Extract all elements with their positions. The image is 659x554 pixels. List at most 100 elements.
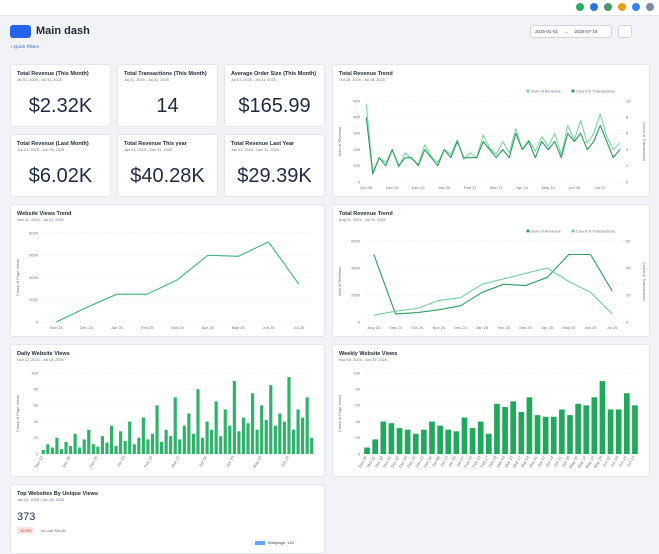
card-title: Total Revenue Last Year (231, 141, 295, 147)
icon[interactable] (590, 3, 598, 11)
chart-card: Daily Website Views Nov 12, 2024 - Jul 18… (10, 344, 325, 477)
x-tick-label: Mar 25 (171, 325, 184, 330)
bar (137, 437, 141, 454)
bar (169, 436, 173, 454)
bar (364, 447, 370, 454)
x-tick-label: Mar 25 (519, 325, 532, 330)
x-tick-label: Mar 03 (495, 454, 506, 468)
bar (429, 421, 435, 454)
bar (50, 447, 54, 454)
y2-tick-label: 8 (626, 115, 629, 120)
x-tick-label: Jun 09 (609, 454, 620, 468)
edit-button[interactable] (618, 25, 632, 38)
bar (191, 433, 196, 454)
kpi-value: $40.28K (130, 165, 205, 187)
chart-card: Weekly Website Views Nov 04, 2024 - Jun 2… (332, 344, 650, 477)
y-tick-label: 60 (356, 403, 361, 408)
top-bar (0, 0, 659, 16)
x-tick-label: May 26 (592, 454, 603, 469)
card-subtitle: Jun 01, 2025 - Jun 30, 2025 (17, 498, 65, 502)
chart-card: Website Views Trend Nov 01, 2024 - Jul 31… (10, 204, 325, 337)
bar (615, 409, 622, 454)
y2-tick-label: 0 (626, 179, 629, 184)
x-tick-label: Jul 07 (595, 185, 606, 190)
y2-tick-label: 4 (626, 147, 629, 152)
x-tick-label: Apr 05 (198, 454, 209, 467)
date-range[interactable]: 2025-01-01 → 2025-07-18 (530, 25, 612, 38)
x-tick-label: Jun 16 (617, 454, 628, 468)
bar (73, 433, 77, 454)
x-tick-label: Apr 21 (553, 454, 564, 467)
bar (591, 397, 598, 454)
chart-card: Total Revenue Trend Oct 28, 2024 - Jul 18… (332, 64, 650, 197)
legend-swatch (571, 229, 575, 233)
y2-tick-label: 40 (626, 265, 631, 270)
y2-axis-label: Count of Transactions (642, 262, 647, 301)
y-tick-label: 20 (34, 435, 39, 440)
bar (542, 416, 549, 454)
icon[interactable] (604, 3, 612, 11)
x-tick-label: Dec 30 (422, 454, 433, 468)
bar (287, 377, 291, 454)
bar (623, 393, 630, 454)
legend-label: Webpage: 142 (268, 540, 294, 545)
bar (196, 389, 200, 454)
x-tick-label: Oct 28 (360, 185, 373, 190)
bar (485, 433, 492, 454)
line-series (373, 267, 613, 316)
x-tick-label: Aug 24 (367, 325, 380, 330)
y-tick-label: 2000 (351, 292, 361, 297)
bar (282, 421, 287, 454)
y-tick-label: 0 (358, 451, 361, 456)
x-tick-label: Jun 25 (262, 325, 275, 330)
legend-swatch (526, 229, 530, 233)
x-tick-label: Nov 11 (366, 454, 377, 468)
comparison: vs Last Month (41, 528, 66, 533)
icon[interactable] (632, 3, 640, 11)
x-tick-label: Mar 17 (512, 454, 523, 468)
quick-filters[interactable]: + Quick Filters (10, 44, 39, 49)
y-tick-label: 6000 (351, 238, 361, 243)
x-tick-label: Nov 25 (386, 185, 399, 190)
bar (228, 425, 232, 454)
bar (607, 409, 614, 454)
x-tick-label: Nov 24 (50, 325, 63, 330)
bar (404, 429, 411, 454)
card-title: Total Revenue This year (124, 141, 187, 147)
y-axis-label: Sum of Revenue (337, 126, 342, 157)
dashboard-menu[interactable] (10, 25, 31, 38)
kpi-value: 373 (17, 511, 36, 523)
legend-swatch (255, 541, 265, 545)
icon[interactable] (576, 3, 584, 11)
bar (278, 413, 282, 454)
legend-label: Sum of Revenue (531, 88, 562, 93)
y-axis-label: Count of Page Views (337, 395, 342, 432)
legend-label: Count of Transactions (576, 88, 615, 93)
bar (372, 439, 379, 454)
x-tick-label: Jan 20 (438, 185, 451, 190)
bar (273, 425, 277, 454)
bar (559, 409, 565, 454)
chart-card: Total Revenue Trend Aug 01, 2024 - Jul 31… (332, 204, 650, 337)
bar (96, 446, 100, 454)
bar (550, 416, 557, 454)
x-tick-label: Feb 17 (464, 185, 477, 190)
bar (46, 444, 50, 454)
x-tick-label: Feb 25 (498, 325, 511, 330)
kpi-card: Total Revenue This year Jan 01, 2025 - De… (117, 134, 218, 197)
x-tick-label: Dec 24 (80, 325, 93, 330)
x-tick-label: Apr 28 (561, 454, 572, 467)
bar (518, 411, 525, 454)
bar (114, 445, 118, 454)
chart: 0 2000 4000 6000 0 20 40 60 Aug 24 Sep 24 Oct 24 No… (337, 228, 647, 330)
avatar[interactable] (646, 3, 654, 11)
y-axis-label: Count of Page Views (15, 259, 20, 296)
x-tick-label: Jan 25 (476, 325, 489, 330)
x-tick-label: Nov 04 (357, 454, 368, 468)
bar (55, 437, 59, 454)
icon[interactable] (618, 3, 626, 11)
bar (567, 415, 573, 454)
card-subtitle: Jul 01, 2025 - Jul 31, 2025 (124, 78, 169, 82)
y-tick-label: 0 (358, 319, 361, 324)
